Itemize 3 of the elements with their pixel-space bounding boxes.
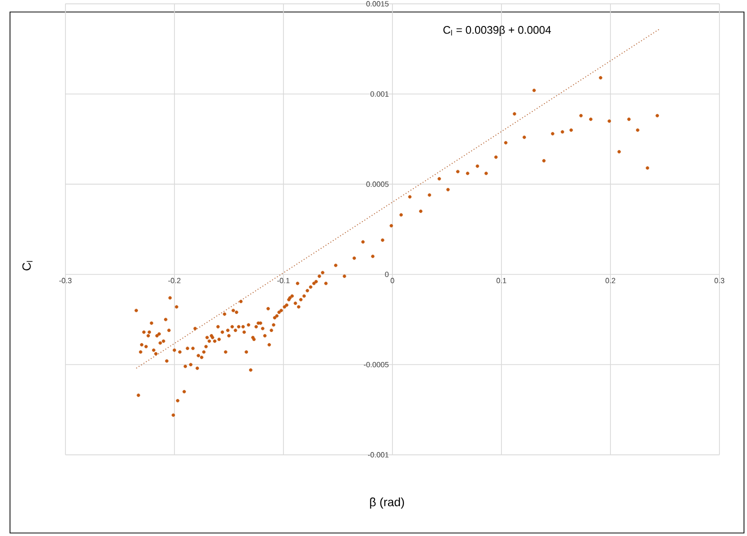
annotation: C$_{l}$ = 0.0039β + 0.0004 [443, 26, 551, 36]
y-axis-title: C$_{l}$ [22, 261, 32, 270]
x-axis-title: β (rad) [370, 498, 404, 509]
